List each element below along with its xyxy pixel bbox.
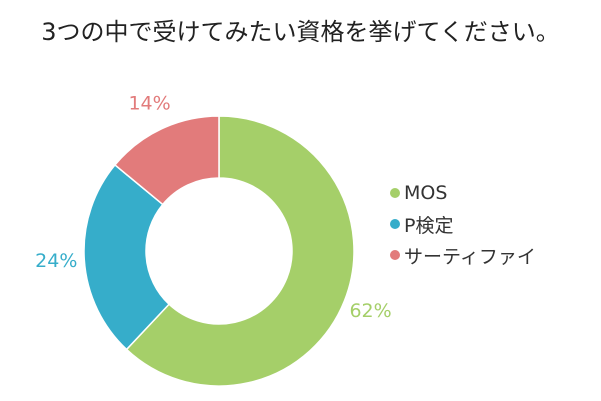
legend-marker-p-kentei	[390, 219, 400, 229]
legend-item-p-kentei[interactable]: P検定	[390, 210, 536, 238]
slice-mos[interactable]	[125, 115, 355, 387]
data-label-p-kentei: 24%	[35, 250, 77, 272]
legend-label-certify: サーティファイ	[404, 245, 536, 268]
legend-label-p-kentei: P検定	[404, 214, 454, 237]
legend-item-mos[interactable]: MOS	[390, 179, 536, 207]
legend-label-mos: MOS	[404, 182, 448, 204]
legend-marker-certify	[390, 250, 400, 260]
legend-item-certify[interactable]: サーティファイ	[390, 241, 536, 269]
slice-certify[interactable]	[113, 115, 220, 206]
slice-p-kentei[interactable]	[83, 163, 171, 351]
data-label-mos: 62%	[349, 300, 391, 322]
data-label-certify: 14%	[128, 93, 170, 115]
legend-marker-mos	[390, 188, 400, 198]
legend: MOS P検定 サーティファイ	[390, 179, 536, 272]
chart-title: 3つの中で受けてみたい資格を挙げてください。	[41, 18, 560, 46]
